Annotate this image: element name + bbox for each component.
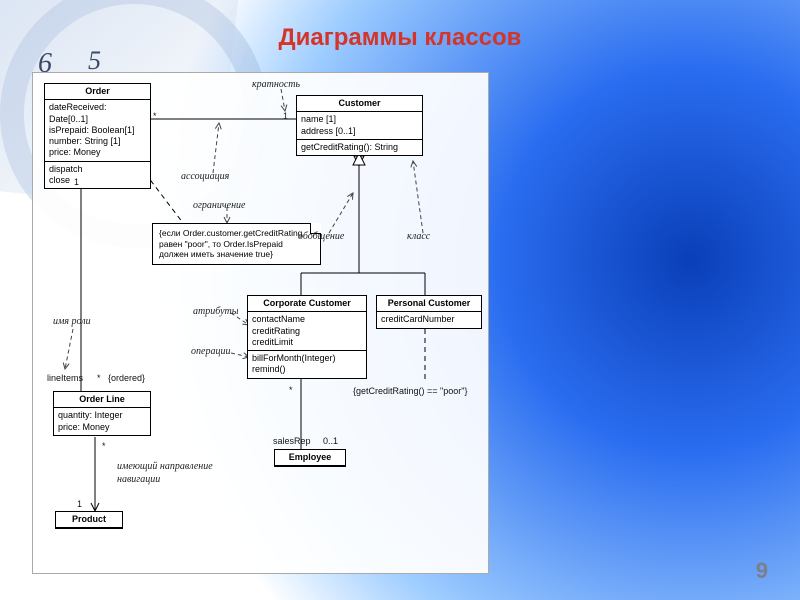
attr: creditCardNumber [381, 314, 477, 325]
annotation-label: атрибуты [193, 306, 239, 317]
class-customer: Customer name [1] address [0..1] getCred… [296, 95, 423, 156]
annotation-label: ограничение [193, 200, 245, 211]
attr: price: Money [58, 422, 146, 433]
class-personal-customer: Personal Customer creditCardNumber [376, 295, 482, 329]
class-attrs: creditCardNumber [377, 312, 481, 327]
class-attrs: contactName creditRating creditLimit [248, 312, 366, 351]
multiplicity-label: 1 [283, 111, 288, 121]
class-ops: billForMonth(Integer) remind() [248, 351, 366, 378]
class-order: Order dateReceived: Date[0..1] isPrepaid… [44, 83, 151, 189]
class-attrs: dateReceived: Date[0..1] isPrepaid: Bool… [45, 100, 150, 161]
class-title: Personal Customer [377, 296, 481, 312]
note-line: равен "poor", то Order.IsPrepaid [159, 239, 314, 250]
diagram-board: Order dateReceived: Date[0..1] isPrepaid… [32, 72, 489, 574]
page-title: Диаграммы классов [0, 24, 800, 52]
constraint-note: {если Order.customer.getCreditRating рав… [152, 223, 321, 265]
attr: isPrepaid: Boolean[1] [49, 125, 146, 136]
note-line: должен иметь значение true} [159, 249, 314, 260]
class-title: Corporate Customer [248, 296, 366, 312]
dependency-constraint-text: {getCreditRating() == "poor"} [353, 386, 467, 396]
attr: contactName [252, 314, 362, 325]
op: remind() [252, 364, 362, 375]
class-order-line: Order Line quantity: Integer price: Mone… [53, 391, 151, 436]
multiplicity-label: lineItems [47, 373, 83, 383]
attr: quantity: Integer [58, 410, 146, 421]
attr: price: Money [49, 147, 146, 158]
multiplicity-label: * [102, 441, 106, 451]
annotation-label: кратность [252, 79, 300, 90]
attr: name [1] [301, 114, 418, 125]
class-title: Customer [297, 96, 422, 112]
class-product: Product [55, 511, 123, 529]
op: dispatch [49, 164, 146, 175]
op: billForMonth(Integer) [252, 353, 362, 364]
annotation-label: имеющий направление [117, 461, 213, 472]
attr: number: String [1] [49, 136, 146, 147]
class-attrs: name [1] address [0..1] [297, 112, 422, 140]
class-ops: getCreditRating(): String [297, 140, 422, 155]
op: getCreditRating(): String [301, 142, 418, 153]
class-employee: Employee [274, 449, 346, 467]
attr: creditLimit [252, 337, 362, 348]
annotation-label: операции [191, 346, 230, 357]
attr: creditRating [252, 326, 362, 337]
attr: address [0..1] [301, 126, 418, 137]
annotation-label: навигации [117, 474, 160, 485]
annotation-label: обобщение [298, 231, 344, 242]
annotation-label: класс [407, 231, 430, 242]
class-title: Product [56, 512, 122, 528]
class-corporate-customer: Corporate Customer contactName creditRat… [247, 295, 367, 379]
annotation-label: имя роли [53, 316, 91, 327]
attr: dateReceived: Date[0..1] [49, 102, 146, 125]
class-ops: dispatch close [45, 162, 150, 189]
multiplicity-label: * [289, 385, 293, 395]
class-title: Order [45, 84, 150, 100]
class-title: Employee [275, 450, 345, 466]
multiplicity-label: * [153, 111, 157, 121]
class-title: Order Line [54, 392, 150, 408]
multiplicity-label: {ordered} [108, 373, 145, 383]
multiplicity-label: 1 [74, 177, 79, 187]
op: close [49, 175, 146, 186]
note-line: {если Order.customer.getCreditRating [159, 228, 314, 239]
page-number: 9 [756, 558, 768, 584]
multiplicity-label: 0..1 [323, 436, 338, 446]
annotation-label: ассоциация [181, 171, 229, 182]
multiplicity-label: salesRep [273, 436, 311, 446]
multiplicity-label: * [97, 373, 101, 383]
class-attrs: quantity: Integer price: Money [54, 408, 150, 435]
multiplicity-label: 1 [77, 499, 82, 509]
